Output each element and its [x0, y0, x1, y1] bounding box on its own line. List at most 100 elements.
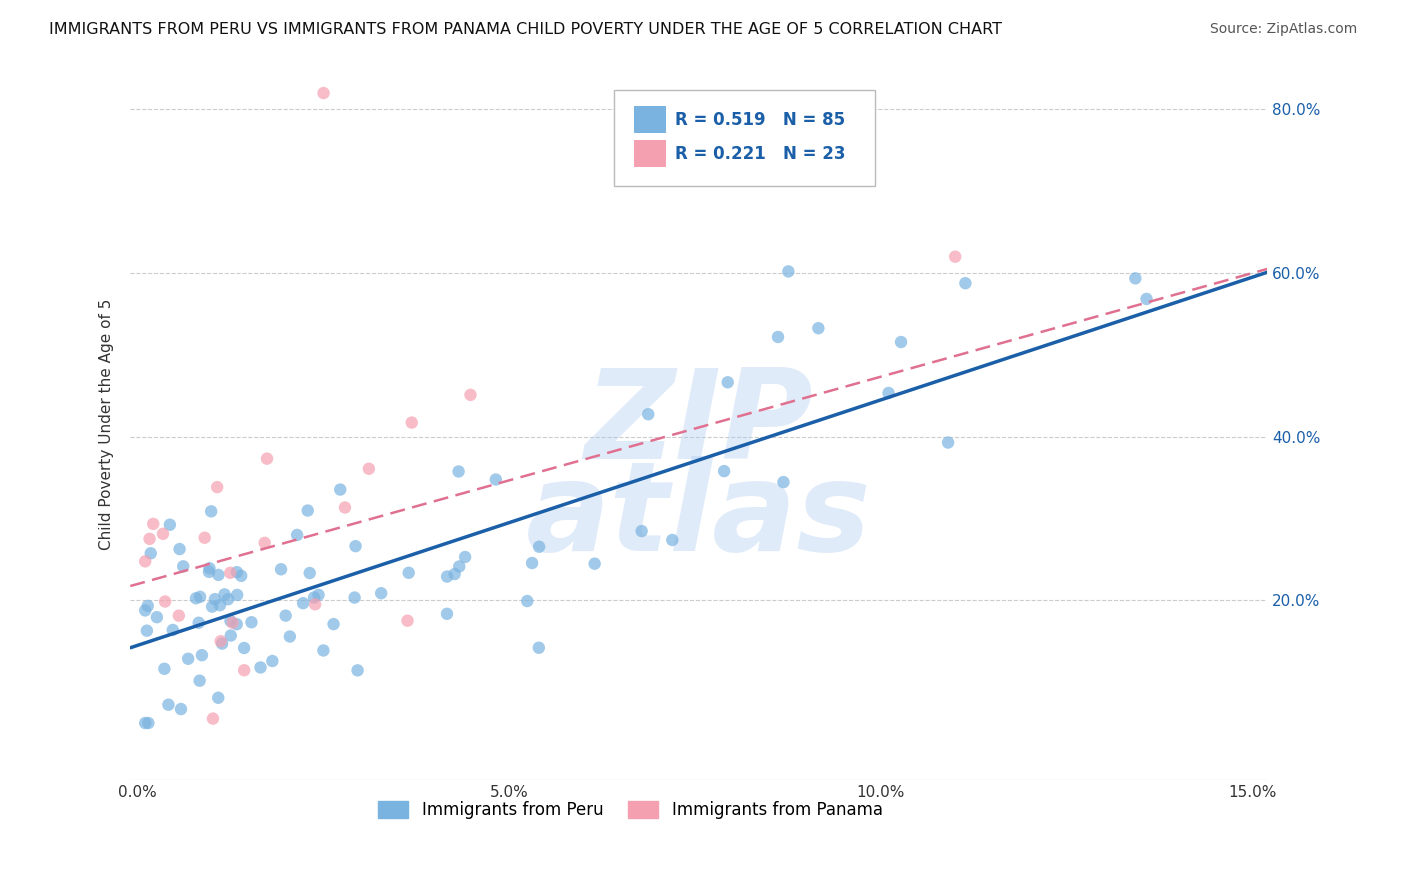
Point	[225, 565, 247, 579]
Point	[201, 712, 224, 726]
Point	[200, 504, 222, 518]
Point	[204, 592, 226, 607]
Point	[152, 526, 174, 541]
Point	[214, 587, 236, 601]
Point	[205, 480, 228, 494]
Point	[134, 716, 156, 731]
Point	[153, 594, 176, 608]
Point	[357, 461, 380, 475]
Point	[219, 566, 242, 580]
Point	[167, 608, 190, 623]
Point	[454, 549, 477, 564]
Point	[766, 330, 789, 344]
Point	[211, 636, 233, 650]
Point	[890, 334, 912, 349]
Point	[274, 608, 297, 623]
Point	[520, 556, 543, 570]
Point	[188, 673, 211, 688]
Point	[322, 617, 344, 632]
Point	[447, 465, 470, 479]
Point	[170, 702, 193, 716]
Point	[233, 640, 256, 655]
Point	[253, 536, 276, 550]
Point	[343, 591, 366, 605]
Text: atlas: atlas	[526, 457, 872, 577]
Text: IMMIGRANTS FROM PERU VS IMMIGRANTS FROM PANAMA CHILD POVERTY UNDER THE AGE OF 5 : IMMIGRANTS FROM PERU VS IMMIGRANTS FROM …	[49, 22, 1002, 37]
Point	[401, 416, 423, 430]
Point	[583, 557, 606, 571]
Point	[370, 586, 392, 600]
Point	[436, 607, 458, 621]
Text: Source: ZipAtlas.com: Source: ZipAtlas.com	[1209, 22, 1357, 37]
Point	[778, 264, 800, 278]
Text: ZIP: ZIP	[585, 364, 813, 485]
Point	[285, 528, 308, 542]
Point	[135, 624, 157, 638]
Point	[177, 652, 200, 666]
Point	[955, 277, 977, 291]
Point	[207, 568, 229, 582]
Point	[134, 554, 156, 568]
Point	[159, 517, 181, 532]
Point	[209, 634, 232, 648]
Point	[153, 662, 176, 676]
Point	[516, 594, 538, 608]
Point	[302, 591, 325, 605]
Point	[772, 475, 794, 489]
Point	[184, 591, 207, 606]
Point	[187, 615, 209, 630]
Point	[460, 388, 482, 402]
Point	[436, 569, 458, 583]
Point	[162, 623, 184, 637]
Point	[312, 86, 335, 100]
Point	[443, 567, 465, 582]
Point	[219, 628, 242, 642]
Point	[661, 533, 683, 547]
Text: R = 0.519   N = 85: R = 0.519 N = 85	[675, 111, 845, 128]
Point	[297, 503, 319, 517]
Point	[637, 407, 659, 421]
Point	[198, 561, 221, 575]
Point	[262, 654, 284, 668]
Point	[308, 588, 330, 602]
Point	[333, 500, 356, 515]
Point	[139, 546, 162, 560]
Point	[221, 615, 243, 630]
Point	[304, 597, 326, 611]
Text: R = 0.221   N = 23: R = 0.221 N = 23	[675, 145, 845, 163]
Point	[231, 569, 253, 583]
Point	[219, 614, 242, 628]
Point	[527, 640, 550, 655]
Y-axis label: Child Poverty Under the Age of 5: Child Poverty Under the Age of 5	[100, 299, 114, 550]
FancyBboxPatch shape	[634, 140, 666, 168]
Point	[344, 539, 367, 553]
Point	[630, 524, 652, 538]
Point	[138, 532, 160, 546]
Point	[936, 435, 959, 450]
Point	[188, 590, 211, 604]
Point	[134, 603, 156, 617]
Point	[256, 451, 278, 466]
Point	[717, 376, 740, 390]
Point	[329, 483, 352, 497]
Point	[201, 599, 224, 614]
Point	[485, 473, 508, 487]
Point	[138, 716, 160, 731]
Point	[207, 690, 229, 705]
Point	[278, 630, 301, 644]
Point	[172, 559, 194, 574]
Point	[225, 617, 247, 632]
Point	[217, 592, 239, 607]
Point	[198, 565, 221, 579]
Point	[943, 250, 966, 264]
Point	[292, 596, 315, 610]
Point	[527, 540, 550, 554]
Point	[157, 698, 180, 712]
Point	[449, 559, 471, 574]
Point	[191, 648, 214, 663]
Point	[346, 664, 368, 678]
Point	[169, 542, 191, 557]
Point	[807, 321, 830, 335]
Point	[226, 588, 249, 602]
FancyBboxPatch shape	[613, 90, 875, 186]
